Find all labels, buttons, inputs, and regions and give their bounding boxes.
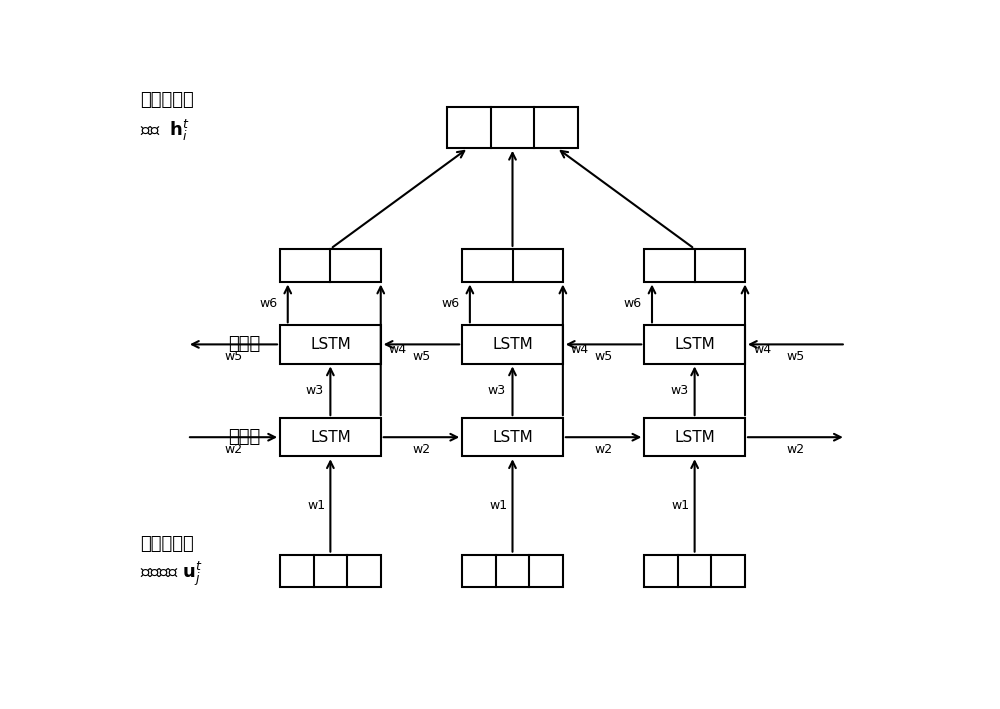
Text: 后向层: 后向层 bbox=[228, 335, 261, 353]
Text: w1: w1 bbox=[307, 499, 325, 512]
Bar bbox=[462, 554, 563, 587]
Text: w5: w5 bbox=[224, 350, 243, 363]
Bar bbox=[462, 418, 563, 457]
Text: w6: w6 bbox=[441, 297, 460, 310]
Bar bbox=[280, 325, 381, 364]
Text: LSTM: LSTM bbox=[492, 430, 533, 445]
Text: w5: w5 bbox=[412, 350, 431, 363]
Text: LSTM: LSTM bbox=[310, 337, 351, 352]
Text: w3: w3 bbox=[306, 384, 324, 397]
Bar bbox=[644, 249, 745, 281]
Text: w1: w1 bbox=[672, 499, 690, 512]
Bar bbox=[447, 107, 578, 148]
Text: w2: w2 bbox=[412, 442, 430, 456]
Text: w2: w2 bbox=[786, 442, 804, 456]
Text: w2: w2 bbox=[224, 442, 243, 456]
Text: w5: w5 bbox=[594, 350, 613, 363]
Text: w4: w4 bbox=[571, 343, 589, 357]
Bar bbox=[644, 418, 745, 457]
Text: w6: w6 bbox=[624, 297, 642, 310]
Text: w6: w6 bbox=[259, 297, 277, 310]
Text: LSTM: LSTM bbox=[674, 430, 715, 445]
Bar bbox=[280, 554, 381, 587]
Text: w2: w2 bbox=[594, 442, 613, 456]
Bar bbox=[644, 325, 745, 364]
Text: w3: w3 bbox=[488, 384, 506, 397]
Text: 前向层: 前向层 bbox=[228, 428, 261, 446]
Bar bbox=[644, 554, 745, 587]
Text: w3: w3 bbox=[670, 384, 688, 397]
Text: w1: w1 bbox=[489, 499, 508, 512]
Text: 元数据加权: 元数据加权 bbox=[140, 535, 194, 554]
Bar bbox=[280, 249, 381, 281]
Bar bbox=[280, 418, 381, 457]
Text: 表示  $\mathbf{h}_i^t$: 表示 $\mathbf{h}_i^t$ bbox=[140, 118, 191, 143]
Text: w4: w4 bbox=[753, 343, 771, 357]
Text: LSTM: LSTM bbox=[674, 337, 715, 352]
Text: w4: w4 bbox=[389, 343, 407, 357]
Bar bbox=[462, 325, 563, 364]
Text: w5: w5 bbox=[786, 350, 804, 363]
Bar bbox=[462, 249, 563, 281]
Text: LSTM: LSTM bbox=[492, 337, 533, 352]
Text: 元数据特征: 元数据特征 bbox=[140, 91, 194, 108]
Text: LSTM: LSTM bbox=[310, 430, 351, 445]
Text: 嵌入表示 $\mathbf{u}_j^t$: 嵌入表示 $\mathbf{u}_j^t$ bbox=[140, 560, 203, 588]
